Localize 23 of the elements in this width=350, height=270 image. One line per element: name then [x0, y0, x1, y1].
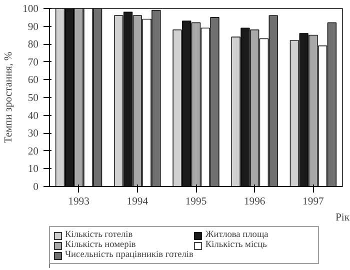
x-tick-label: 1993: [68, 196, 90, 208]
y-tick-label: 70: [28, 57, 38, 68]
y-tick-label: 20: [28, 146, 38, 158]
x-tick-label: 1994: [126, 196, 149, 208]
y-tick-label: 50: [28, 93, 38, 104]
legend-label: Кількість номерів: [65, 240, 137, 250]
legend-label: Житлова площа: [205, 230, 270, 240]
y-tick-label: 30: [28, 128, 38, 140]
y-tick-label: 90: [28, 22, 38, 33]
y-tick-label: 40: [28, 110, 38, 122]
legend-label: Кількість місць: [205, 240, 268, 250]
y-tick-label: 80: [28, 40, 38, 51]
legend-label: Кількість готелів: [65, 230, 134, 240]
y-tick-label: 10: [28, 164, 38, 176]
y-tick-label: 60: [28, 75, 38, 86]
y-tick-label: 0: [33, 182, 38, 193]
legend-label: Чисельність працівників готелів: [65, 250, 194, 260]
x-axis-title: Рік: [335, 212, 350, 224]
y-tick-label: 100: [22, 4, 38, 15]
x-tick-label: 1997: [302, 196, 325, 208]
x-tick-label: 1995: [185, 196, 207, 208]
x-tick-label: 1996: [244, 196, 266, 208]
y-axis-title: Темпи зростання, %: [4, 52, 15, 144]
